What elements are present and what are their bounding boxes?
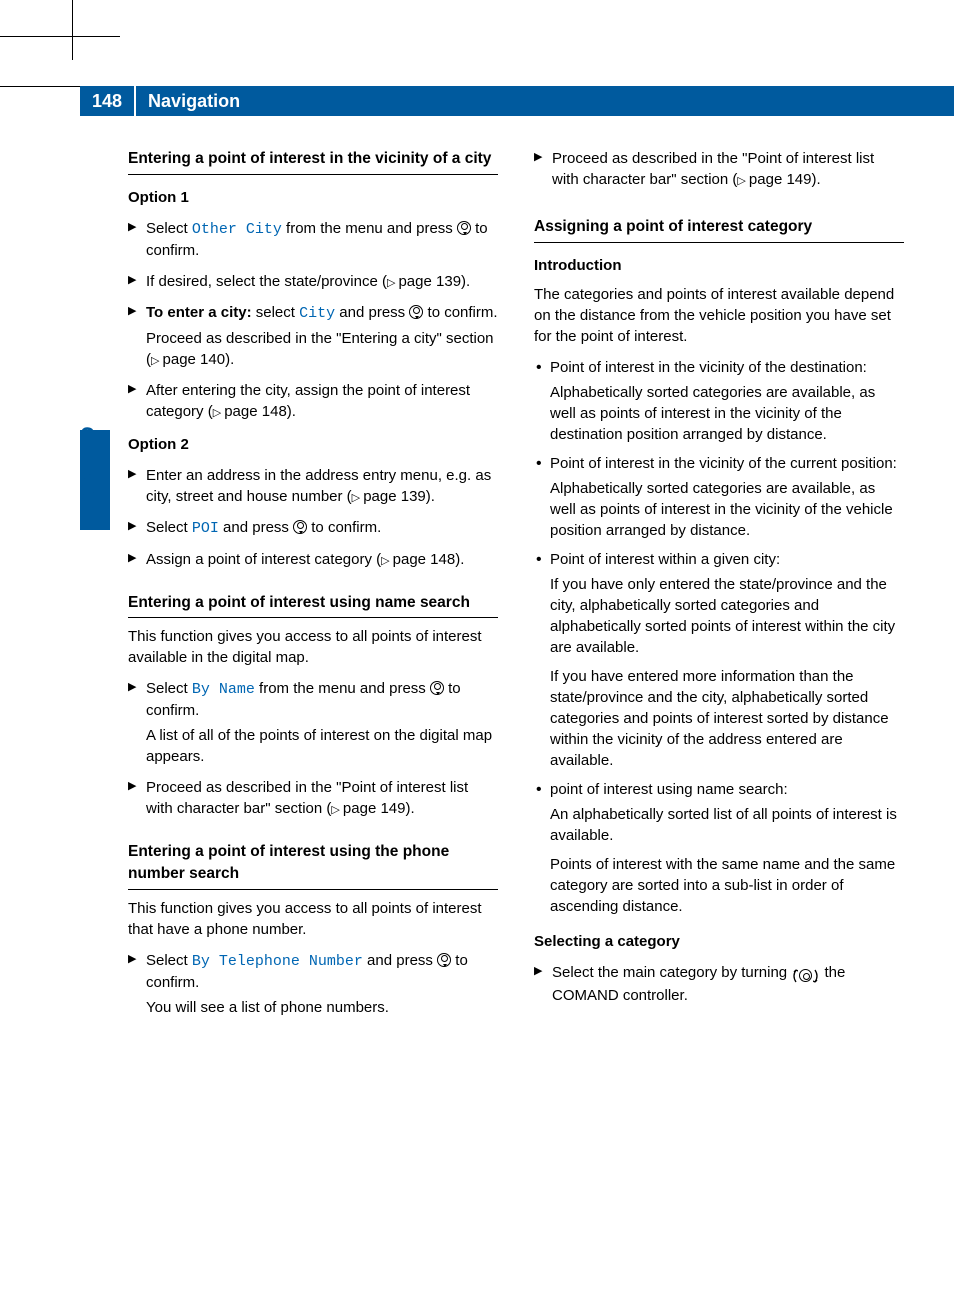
page-ref: page 148 [213,403,287,420]
text: Select the main category by turning [552,964,791,981]
page-ref: page 149 [331,800,405,817]
instruction-cont: Proceed as described in the "Entering a … [128,328,498,370]
bullet-item: Point of interest in the vicinity of the… [534,453,904,474]
page-ref: page 139 [387,273,461,290]
page-header: 148 Navigation [80,86,954,116]
text: from the menu and press [282,220,457,237]
instruction-step: After entering the city, assign the poin… [128,380,498,422]
instruction-cont: You will see a list of phone numbers. [128,997,498,1018]
instruction-cont: A list of all of the points of interest … [128,725,498,767]
sub-heading: Introduction [534,255,904,276]
menu-label: City [299,305,335,322]
sub-heading: Option 2 [128,434,498,455]
left-column: Entering a point of interest in the vici… [128,148,498,1194]
bullet-cont: If you have entered more information tha… [534,666,904,771]
bullet-item: point of interest using name search: [534,779,904,800]
text: ). [461,273,470,290]
text: and press [219,519,293,536]
page-number: 148 [80,91,134,112]
instruction-step: Proceed as described in the "Point of in… [534,148,904,190]
bullet-item: Point of interest in the vicinity of the… [534,357,904,378]
text: ). [225,351,234,368]
text: Proceed as described in the "Point of in… [146,779,468,817]
text: ). [287,403,296,420]
text: Select [146,519,192,536]
paragraph: This function gives you access to all po… [128,898,498,940]
bullet-cont: Alphabetically sorted categories are ava… [534,382,904,445]
section-heading: Entering a point of interest using name … [128,592,498,619]
instruction-step: Select the main category by turning the … [534,962,904,1007]
controller-press-icon [457,221,471,235]
crop-mark [72,0,73,60]
instruction-step: Select POI and press to confirm. [128,517,498,539]
bullet-cont: Alphabetically sorted categories are ava… [534,478,904,541]
instruction-step: If desired, select the state/province (p… [128,271,498,292]
text: Select [146,220,192,237]
page-ref: page 140 [151,351,225,368]
instruction-step: Select By Name from the menu and press t… [128,678,498,721]
side-tab-label: COMAND [78,410,99,510]
text: If desired, select the state/province ( [146,273,387,290]
section-heading: Entering a point of interest in the vici… [128,148,498,175]
menu-label: By Name [192,681,255,698]
menu-label: By Telephone Number [192,953,363,970]
text: ). [406,800,415,817]
text: to confirm. [307,519,381,536]
text: Select [146,952,192,969]
sub-heading: Option 1 [128,187,498,208]
instruction-step: To enter a city: select City and press t… [128,302,498,324]
text: ). [455,551,464,568]
page-ref: page 149 [737,171,811,188]
text-bold: To enter a city: [146,304,252,321]
hairline [0,86,80,87]
right-column: Proceed as described in the "Point of in… [534,148,904,1194]
controller-press-icon [409,305,423,319]
bullet-cont: Points of interest with the same name an… [534,854,904,917]
instruction-step: Select By Telephone Number and press to … [128,950,498,993]
crop-mark [0,36,120,37]
menu-label: POI [192,520,219,537]
controller-turn-icon [791,966,820,986]
section-heading: Assigning a point of interest category [534,216,904,243]
page-ref: page 148 [381,551,455,568]
controller-press-icon [430,681,444,695]
text: Assign a point of interest category ( [146,551,381,568]
paragraph: The categories and points of interest av… [534,284,904,347]
text: and press [363,952,437,969]
page-title: Navigation [134,86,240,116]
section-heading: Entering a point of interest using the p… [128,841,498,889]
paragraph: This function gives you access to all po… [128,626,498,668]
text: ). [426,488,435,505]
instruction-step: Assign a point of interest category (pag… [128,549,498,570]
instruction-step: Enter an address in the address entry me… [128,465,498,507]
instruction-step: Proceed as described in the "Point of in… [128,777,498,819]
instruction-step: Select Other City from the menu and pres… [128,218,498,261]
controller-press-icon [437,953,451,967]
text: ). [812,171,821,188]
menu-label: Other City [192,221,282,238]
text: Enter an address in the address entry me… [146,467,491,505]
page-ref: page 139 [352,488,426,505]
text: to confirm. [423,304,497,321]
text: and press [335,304,409,321]
text: Select [146,680,192,697]
bullet-cont: If you have only entered the state/provi… [534,574,904,658]
controller-press-icon [293,520,307,534]
content-area: Entering a point of interest in the vici… [128,148,904,1194]
text: select [252,304,300,321]
bullet-cont: An alphabetically sorted list of all poi… [534,804,904,846]
sub-heading: Selecting a category [534,931,904,952]
text: from the menu and press [255,680,430,697]
text: After entering the city, assign the poin… [146,382,470,420]
bullet-item: Point of interest within a given city: [534,549,904,570]
text: Proceed as described in the "Point of in… [552,150,874,188]
